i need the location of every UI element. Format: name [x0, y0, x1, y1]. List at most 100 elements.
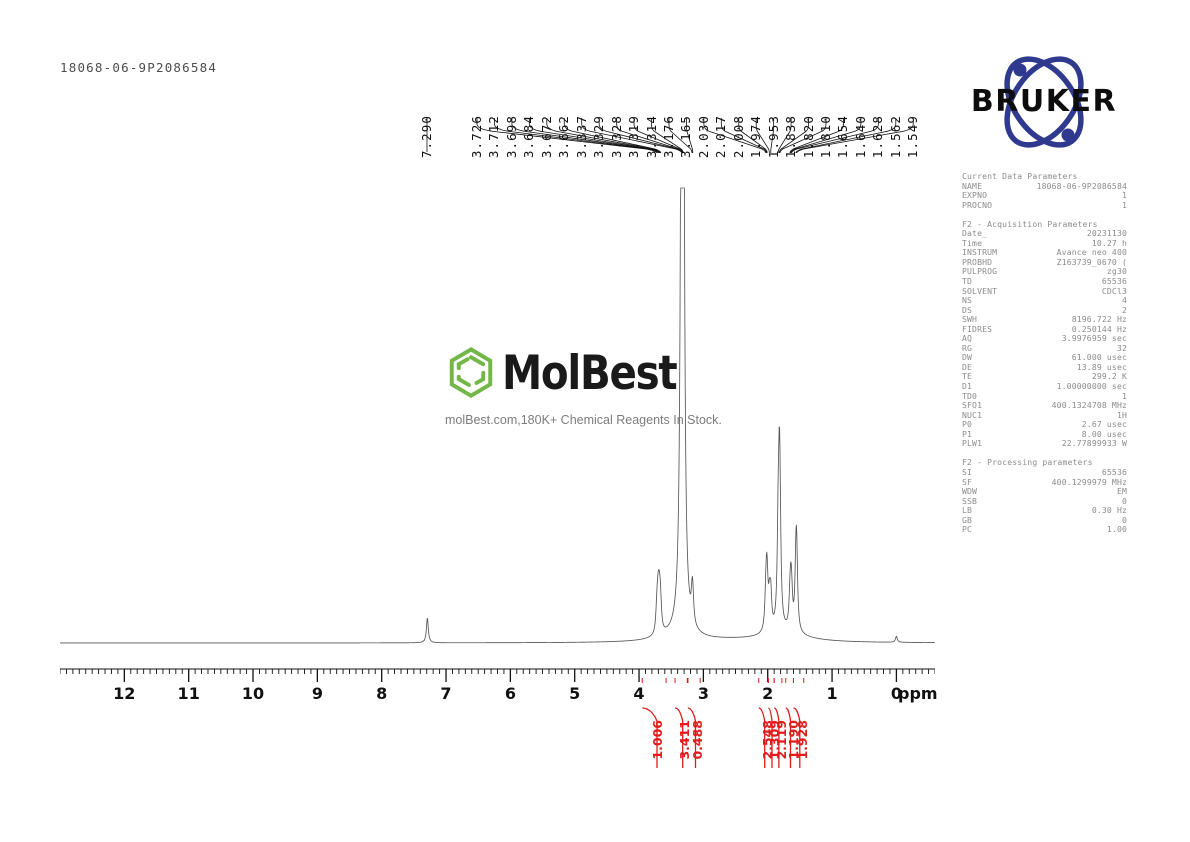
peak-leader-line — [738, 118, 768, 154]
parameter-key: INSTRUM — [962, 247, 998, 258]
bruker-logo: BRUKER — [971, 56, 1117, 148]
parameter-value: 2 — [1121, 304, 1127, 315]
axis-tick-label: 11 — [177, 684, 200, 703]
peak-leader-line — [770, 118, 775, 154]
parameter-key: NAME — [962, 180, 983, 191]
parameter-key: NUC1 — [962, 409, 983, 420]
integral-value: 1.006 — [649, 720, 665, 760]
parameter-value: 1H — [1116, 409, 1127, 420]
peak-leader-line — [668, 118, 693, 154]
parameter-section-heading: F2 - Processing parameters — [962, 457, 1093, 468]
peak-leader-line — [789, 118, 844, 154]
peak-leader-line — [633, 118, 684, 154]
peak-leader-lines — [426, 118, 914, 154]
sample-title: 18068-06-9P2086584 — [60, 60, 218, 75]
parameter-section-heading: Current Data Parameters — [962, 171, 1078, 181]
axis-tick-label: 10 — [241, 684, 265, 703]
parameter-key: LB — [962, 505, 973, 516]
parameter-key: AQ — [962, 333, 973, 344]
parameter-row: Date_ 20231130 — [962, 229, 1127, 239]
parameter-row: SSB 0 — [962, 496, 1127, 507]
axis-tick-label: 1 — [826, 684, 838, 703]
parameter-row: Time 10.27 h — [962, 237, 1127, 249]
parameter-key: DW — [962, 352, 973, 363]
parameter-row: DS 2 — [962, 304, 1127, 316]
integral-curve — [785, 707, 792, 768]
parameter-row: NS 4 — [962, 296, 1127, 306]
peak-leader-line — [494, 118, 658, 154]
peak-leader-line — [686, 118, 694, 154]
peak-leader-line — [703, 118, 767, 154]
axis-tick-label: 2 — [762, 684, 774, 703]
parameter-value: 1 — [1121, 190, 1127, 201]
parameter-row: WDW EM — [962, 486, 1127, 497]
parameter-key: Date_ — [962, 228, 988, 239]
parameter-row: DE 13.89 usec — [962, 362, 1127, 373]
parameter-value: CDCl3 — [1101, 285, 1127, 296]
parameter-row: NUC1 1H — [962, 409, 1127, 421]
bruker-wordmark: BRUKER — [971, 84, 1117, 119]
parameter-key: FIDRES — [962, 323, 993, 334]
axis-tick-label: 12 — [113, 684, 136, 703]
axis-tick-label: 3 — [697, 684, 709, 703]
parameter-row: TE 299.2 K — [962, 372, 1127, 382]
parameter-value: 61.000 usec — [1071, 352, 1127, 363]
parameter-value: 8196.722 Hz — [1071, 314, 1127, 325]
integral-curve — [674, 707, 684, 768]
parameter-row: D1 1.00000000 sec — [962, 381, 1127, 392]
parameter-value: 65536 — [1101, 276, 1127, 287]
parameter-row: RG 32 — [962, 342, 1127, 354]
peak-leader-line — [791, 118, 879, 154]
parameter-key: RG — [962, 342, 973, 353]
parameter-row: SOLVENT CDCl3 — [962, 285, 1127, 297]
parameter-row: PLW1 22.77899933 W — [962, 439, 1127, 449]
parameter-value: 400.1324708 MHz — [1051, 400, 1127, 411]
integral-curve — [768, 707, 773, 768]
parameter-row: GB 0 — [962, 514, 1127, 526]
integral-group: 1.006 3.411 0.488 2.548 1.309 2.119 1.190 1.928 — [60, 706, 935, 776]
parameter-key: Time — [962, 237, 983, 248]
parameter-value: 4 — [1121, 295, 1127, 306]
peak-leader-line — [563, 118, 662, 154]
parameter-value: 0.30 Hz — [1091, 505, 1127, 516]
parameter-row: DW 61.000 usec — [962, 353, 1127, 363]
integral-value: 0.488 — [689, 720, 705, 760]
axis-tick-label: 8 — [376, 684, 388, 703]
parameter-row: P1 8.00 usec — [962, 428, 1127, 440]
parameter-value: 1.00 — [1106, 524, 1127, 535]
parameter-key: SOLVENT — [962, 285, 998, 296]
peak-leader-line — [651, 118, 684, 154]
peak-leader-line — [790, 118, 862, 154]
parameter-key: NS — [962, 295, 973, 306]
peak-leader-line — [796, 118, 914, 154]
parameter-value: 1 — [1121, 199, 1127, 210]
parameter-value: Z163739_0670 ( — [1056, 256, 1127, 267]
peak-leader-line — [476, 118, 658, 154]
axis-tick-label: 4 — [633, 684, 645, 703]
parameter-row: FIDRES 0.250144 Hz — [962, 323, 1127, 335]
peak-leader-line — [720, 118, 768, 154]
parameter-block: Current Data Parameters NAME 18068-06-9P20… — [962, 171, 1127, 535]
spectrum-plot — [60, 187, 935, 644]
parameter-key: EXPNO — [962, 190, 988, 201]
axis-tick-label: 9 — [311, 684, 323, 703]
parameter-key: TD0 — [962, 390, 978, 401]
parameter-value: 65536 — [1101, 466, 1127, 477]
parameter-row: SWH 8196.722 Hz — [962, 315, 1127, 325]
parameter-key: PROCNO — [962, 199, 993, 210]
parameter-key: PLW1 — [962, 438, 983, 449]
parameter-value: 0 — [1121, 514, 1127, 525]
parameter-value: 3.9976959 sec — [1061, 333, 1127, 344]
parameter-key: P1 — [962, 428, 973, 439]
integral-value: 1.928 — [794, 720, 810, 760]
parameter-value: EM — [1116, 486, 1127, 497]
parameter-key: SFO1 — [962, 400, 983, 411]
parameter-key: TD — [962, 276, 973, 287]
parameter-value: 1.00000000 sec — [1056, 381, 1127, 392]
axis-tick-label: 6 — [504, 684, 516, 703]
parameter-row: SF 400.1299979 MHz — [962, 477, 1127, 488]
peak-leader-line — [581, 118, 683, 154]
peak-leader-line — [511, 118, 659, 154]
peak-leader-line — [795, 118, 897, 154]
peak-leader-line — [616, 118, 683, 154]
